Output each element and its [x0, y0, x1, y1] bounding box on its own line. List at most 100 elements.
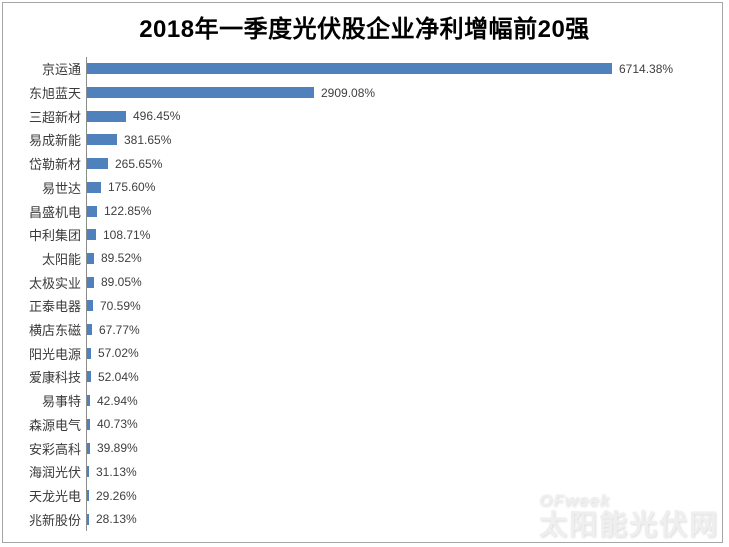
chart-row: 昌盛机电 122.85%: [3, 199, 719, 223]
value-label: 39.89%: [97, 441, 138, 456]
value-label: 6714.38%: [619, 61, 674, 76]
bar-track: 2909.08%: [86, 80, 719, 105]
category-label: 阳光电源: [28, 346, 81, 362]
bar-track: 265.65%: [86, 151, 719, 176]
value-label: 57.02%: [98, 346, 139, 361]
bar: [87, 252, 94, 264]
plot-area: 京运通 6714.38% 东旭蓝天 2909.08% 三超新材 496.45% 易成新能 38…: [3, 57, 719, 532]
watermark-site-name: 太阳能光伏网: [538, 508, 719, 540]
chart-row: 安彩高科 39.89%: [3, 436, 719, 460]
value-label: 42.94%: [97, 393, 138, 408]
bar-track: 39.89%: [86, 436, 719, 460]
category-label: 易成新能: [28, 133, 81, 149]
category-label: 中利集团: [28, 228, 81, 244]
bar: [87, 466, 89, 478]
watermark-brand: OFweek: [538, 490, 611, 510]
bar: [87, 87, 314, 99]
bar: [87, 63, 612, 75]
bar: [87, 513, 89, 525]
category-label: 正泰电器: [28, 299, 81, 315]
category-label: 横店东磁: [28, 323, 81, 339]
value-label: 67.77%: [99, 322, 140, 337]
chart-row: 阳光电源 57.02%: [3, 341, 719, 366]
bar: [87, 181, 101, 193]
chart-title: 2018年一季度光伏股企业净利增幅前20强: [139, 16, 590, 43]
bar: [87, 229, 96, 241]
bar: [87, 324, 92, 336]
bar-track: 175.60%: [86, 175, 719, 200]
chart-row: 太阳能 89.52%: [3, 246, 719, 271]
category-label: 易世达: [41, 180, 81, 196]
bar-track: 42.94%: [86, 388, 719, 413]
chart-row: 天龙光电 29.26%: [3, 483, 719, 508]
chart-row: 东旭蓝天 2909.08%: [3, 80, 719, 105]
category-label: 昌盛机电: [28, 204, 81, 220]
category-label: 岱勒新材: [28, 157, 81, 173]
value-label: 89.52%: [101, 251, 142, 266]
bar-track: 40.73%: [86, 412, 719, 437]
chart-row: 横店东磁 67.77%: [3, 317, 719, 342]
value-label: 31.13%: [96, 464, 137, 479]
category-label: 爱康科技: [28, 370, 81, 386]
value-label: 89.05%: [101, 275, 142, 290]
bar: [87, 442, 90, 454]
bar-track: 31.13%: [86, 459, 719, 484]
bar-track: 52.04%: [86, 365, 719, 389]
value-label: 40.73%: [97, 417, 138, 432]
bar-track: 57.02%: [86, 341, 719, 366]
chart-row: 海润光伏 31.13%: [3, 459, 719, 484]
chart-row: 兆新股份 28.13%: [3, 507, 719, 532]
bar-track: 70.59%: [86, 294, 719, 318]
bar-track: 122.85%: [86, 199, 719, 223]
bar-track: 496.45%: [86, 104, 719, 129]
category-label: 太阳能: [41, 251, 81, 267]
bar-track: 89.05%: [86, 270, 719, 295]
bar: [87, 371, 91, 383]
value-label: 122.85%: [104, 204, 152, 219]
chart-row: 太极实业 89.05%: [3, 270, 719, 295]
category-label: 易事特: [41, 394, 81, 410]
value-label: 175.60%: [108, 180, 156, 195]
category-label: 太极实业: [28, 275, 81, 291]
category-label: 安彩高科: [28, 441, 81, 457]
value-label: 2909.08%: [321, 85, 376, 100]
chart-row: 正泰电器 70.59%: [3, 294, 719, 318]
chart-row: 易事特 42.94%: [3, 388, 719, 413]
bar: [87, 490, 89, 501]
bar: [87, 205, 97, 217]
bar: [87, 276, 94, 288]
bar: [87, 110, 126, 122]
bar: [87, 300, 93, 312]
category-label: 海润光伏: [28, 465, 81, 481]
chart-row: 三超新材 496.45%: [3, 104, 719, 129]
chart-row: 中利集团 108.71%: [3, 222, 719, 247]
value-label: 108.71%: [103, 227, 151, 242]
chart-row: 爱康科技 52.04%: [3, 365, 719, 389]
value-label: 265.65%: [115, 156, 163, 171]
value-label: 70.59%: [100, 298, 141, 313]
value-label: 52.04%: [98, 369, 139, 384]
value-label: 29.26%: [96, 488, 137, 503]
bar: [87, 395, 90, 407]
bar-track: 108.71%: [86, 222, 719, 247]
category-label: 兆新股份: [28, 512, 81, 528]
category-label: 京运通: [41, 62, 81, 78]
category-label: 天龙光电: [28, 489, 81, 504]
category-label: 森源电气: [28, 417, 81, 433]
category-label: 东旭蓝天: [28, 86, 81, 102]
chart-row: 岱勒新材 265.65%: [3, 151, 719, 176]
chart-row: 森源电气 40.73%: [3, 412, 719, 437]
value-label: 496.45%: [133, 109, 181, 124]
watermark: OFweek 太阳能光伏网: [538, 490, 719, 540]
value-label: 28.13%: [96, 512, 137, 527]
bar: [87, 418, 90, 430]
bar-track: 381.65%: [86, 128, 719, 152]
value-label: 381.65%: [124, 132, 172, 147]
bar-track: 89.52%: [86, 246, 719, 271]
chart-row: 易成新能 381.65%: [3, 128, 719, 152]
bar: [87, 134, 117, 146]
category-label: 三超新材: [28, 109, 81, 125]
bar-track: 28.13%: [86, 507, 719, 532]
bar: [87, 347, 91, 359]
